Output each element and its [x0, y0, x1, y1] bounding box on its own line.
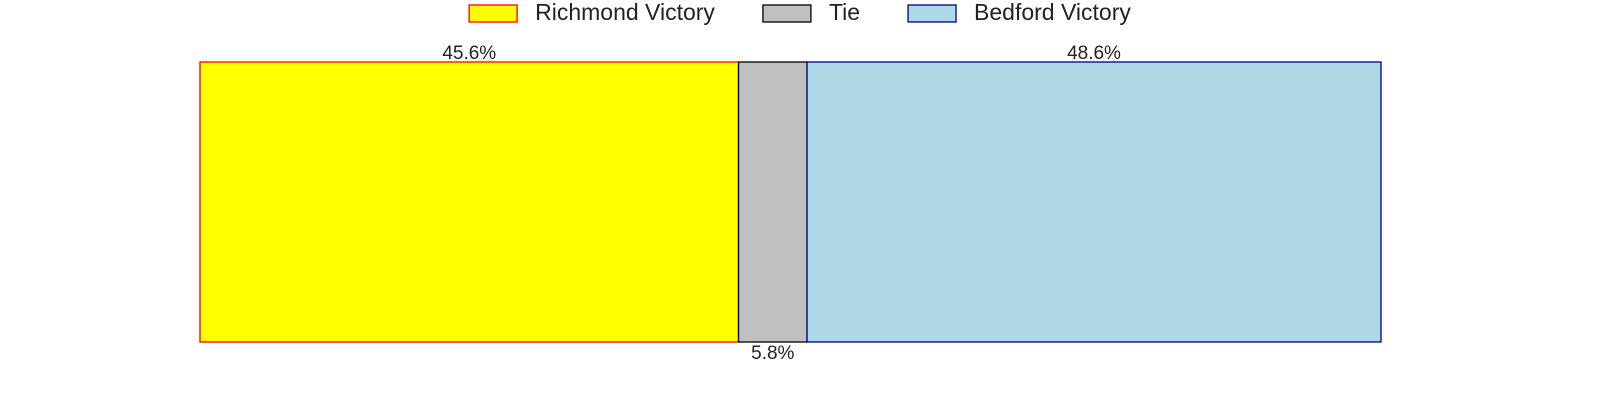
value-label: 45.6% [442, 43, 496, 64]
legend-swatch [468, 4, 518, 23]
bar-segment [737, 61, 808, 343]
legend-label: Tie [829, 0, 860, 25]
value-label: 48.6% [1067, 43, 1121, 64]
value-label: 5.8% [751, 343, 794, 364]
legend-label: Richmond Victory [535, 0, 715, 25]
bar-segment [806, 61, 1382, 343]
legend-label: Bedford Victory [974, 0, 1131, 25]
legend-swatch [907, 4, 957, 23]
bar-segment [199, 61, 740, 343]
legend-swatch [762, 4, 812, 23]
